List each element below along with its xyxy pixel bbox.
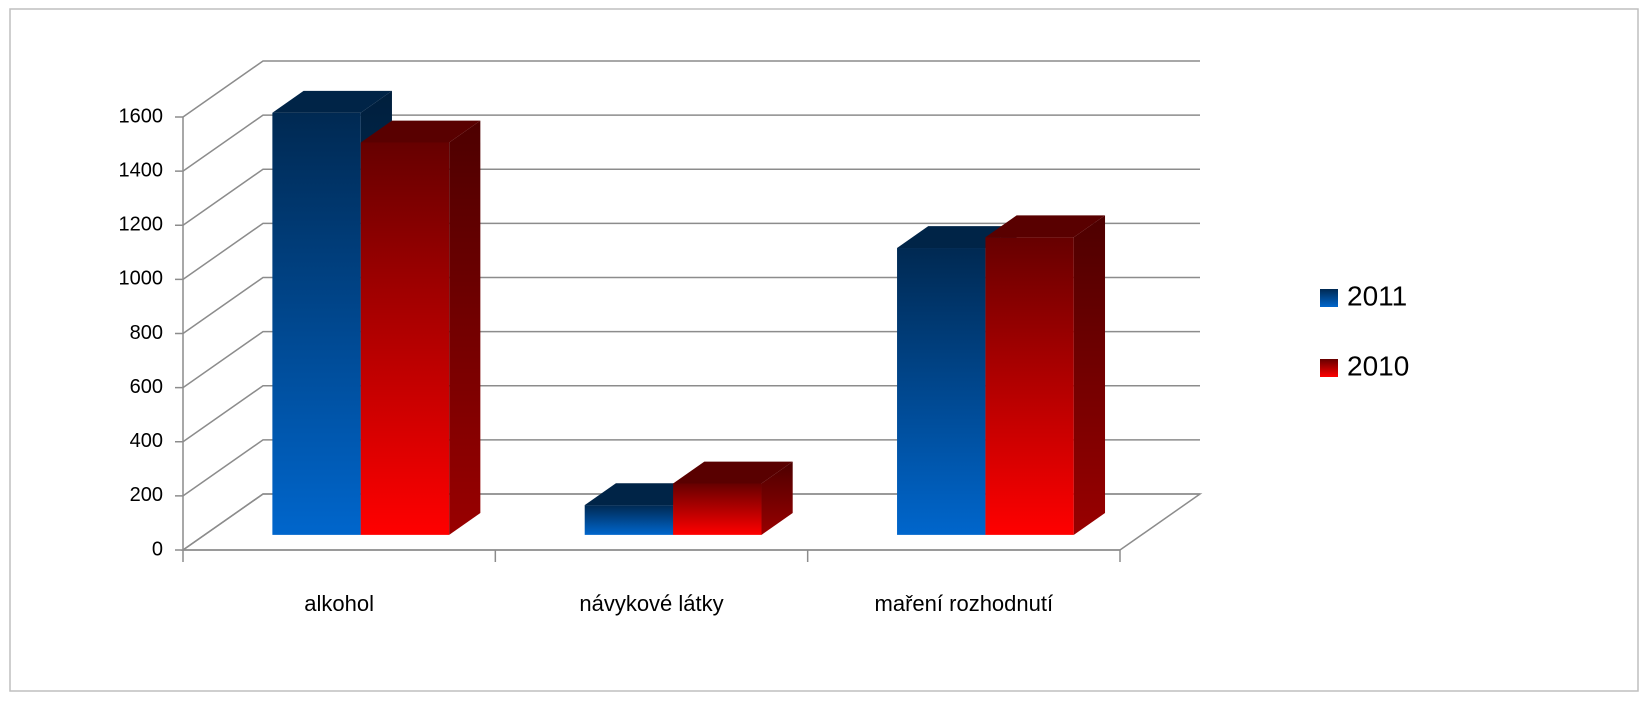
- y-tick-label: 600: [130, 376, 163, 398]
- y-tick-label: 400: [130, 430, 163, 452]
- bar: [673, 461, 793, 535]
- grid-line: [182, 385, 1200, 443]
- grid-line: [182, 276, 1200, 335]
- grid-line: [182, 493, 1200, 551]
- grid-line: [182, 439, 1200, 497]
- y-tick-label: 800: [130, 322, 163, 344]
- bar: [360, 120, 481, 535]
- legend-label: 2010: [1347, 350, 1409, 381]
- grid-line: [182, 222, 1200, 280]
- y-tick-label: 1200: [119, 214, 164, 236]
- bar: [985, 215, 1106, 535]
- x-tick-label: návykové látky: [579, 591, 723, 616]
- legend-swatch: [1320, 289, 1338, 307]
- grid-line: [182, 168, 1200, 226]
- y-tick-label: 200: [130, 484, 163, 506]
- x-tick-label: alkohol: [304, 591, 374, 616]
- x-tick-label: maření rozhodnutí: [875, 591, 1054, 616]
- legend-label: 2011: [1347, 280, 1407, 311]
- legend-swatch: [1320, 359, 1338, 377]
- y-tick-label: 1600: [119, 105, 164, 127]
- y-tick-label: 1400: [119, 159, 164, 181]
- y-tick-label: 0: [152, 538, 163, 560]
- grid-line: [182, 330, 1200, 389]
- grid-line: [182, 114, 1200, 172]
- grid-line: [182, 60, 1200, 118]
- y-tick-label: 1000: [119, 268, 164, 290]
